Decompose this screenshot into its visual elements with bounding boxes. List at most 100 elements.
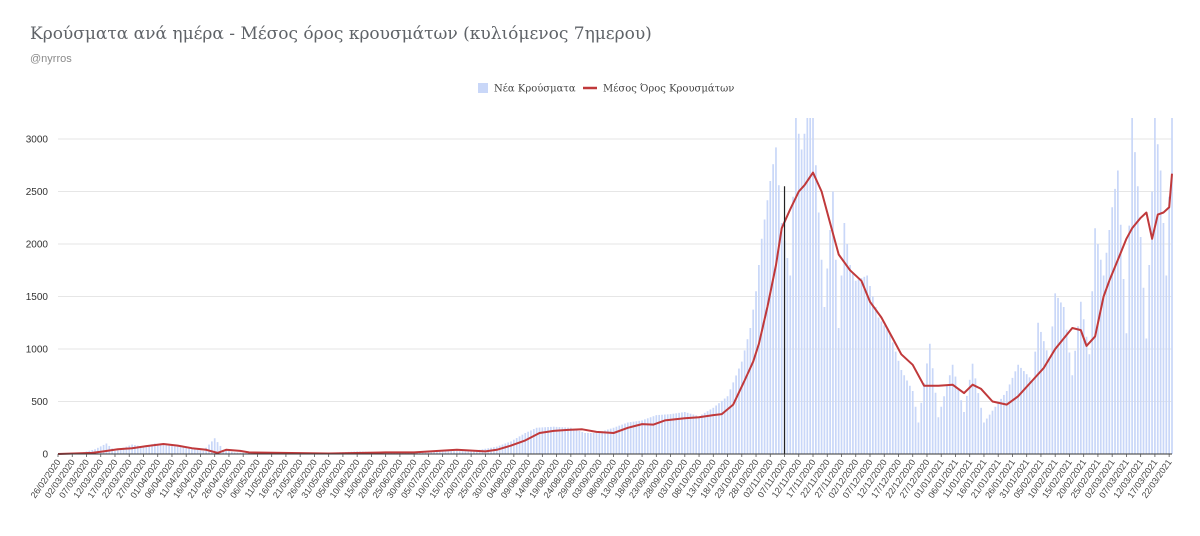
bar	[866, 275, 868, 454]
bar	[1159, 170, 1162, 454]
bar	[638, 420, 641, 454]
bar	[615, 426, 618, 454]
bar	[646, 418, 649, 454]
bar	[817, 212, 820, 454]
bar	[1077, 326, 1079, 454]
bar	[1014, 371, 1017, 454]
bar	[1008, 384, 1011, 454]
bar	[926, 363, 928, 454]
bar	[518, 436, 521, 454]
bar	[544, 427, 547, 454]
bar	[1165, 275, 1168, 454]
bar	[766, 200, 769, 454]
bar	[815, 165, 817, 454]
bar	[1088, 354, 1091, 454]
bar	[746, 339, 749, 454]
bar	[920, 402, 923, 454]
bar	[501, 444, 504, 454]
bar	[712, 407, 715, 454]
bar	[1094, 228, 1096, 454]
bar	[250, 452, 253, 454]
bar	[427, 451, 430, 455]
bar	[1031, 380, 1034, 454]
bar	[216, 442, 219, 454]
bar	[760, 238, 763, 454]
bar	[1131, 118, 1133, 454]
bar	[222, 449, 225, 454]
bar	[598, 432, 601, 455]
bar	[871, 296, 874, 454]
bar	[541, 427, 544, 454]
bar	[188, 448, 190, 454]
bar	[228, 451, 230, 454]
bar	[977, 393, 980, 454]
bar	[854, 280, 857, 454]
bar	[1000, 398, 1002, 455]
bar	[444, 450, 447, 454]
bar	[886, 329, 888, 454]
bar	[1117, 170, 1119, 454]
bar	[820, 259, 823, 454]
bar	[441, 450, 444, 454]
bar	[954, 376, 957, 454]
bar	[735, 375, 737, 454]
bar	[843, 223, 846, 454]
bar	[889, 333, 891, 454]
bar	[97, 447, 99, 454]
bar	[1125, 333, 1128, 454]
bar	[105, 443, 108, 454]
bar	[467, 451, 470, 454]
bar	[749, 328, 752, 454]
bar	[752, 309, 755, 455]
bar	[672, 413, 675, 454]
bar	[758, 265, 760, 454]
bar	[692, 414, 695, 454]
legend-swatch-bars	[478, 83, 488, 93]
bar	[900, 370, 903, 454]
bar	[1062, 307, 1065, 454]
bar	[629, 422, 632, 454]
bar	[464, 451, 467, 454]
bar	[715, 405, 717, 454]
bar	[698, 416, 700, 454]
grid-lines	[58, 138, 1172, 402]
bar	[652, 416, 655, 454]
bar	[834, 259, 837, 454]
bar	[966, 395, 968, 454]
bar	[1060, 302, 1062, 454]
bar	[983, 422, 985, 454]
bar	[433, 451, 435, 454]
bar	[159, 444, 162, 454]
bar	[607, 429, 609, 454]
bar	[624, 423, 626, 454]
bar	[134, 445, 136, 454]
bar	[641, 420, 643, 454]
bar	[755, 291, 757, 454]
bar	[800, 149, 803, 454]
bar	[515, 438, 518, 454]
bar	[561, 427, 564, 454]
bar	[578, 430, 581, 454]
bar	[581, 431, 584, 454]
bar	[1134, 152, 1136, 455]
bar	[575, 429, 578, 454]
bar	[447, 450, 450, 454]
bar	[911, 391, 914, 454]
bar	[1145, 338, 1148, 454]
bar	[1085, 336, 1088, 454]
bar	[456, 451, 458, 454]
bar	[119, 448, 122, 454]
bar	[165, 445, 168, 454]
bar	[775, 147, 777, 454]
bar	[1079, 301, 1082, 454]
bar	[1020, 367, 1022, 454]
bar	[99, 446, 102, 454]
bar	[832, 191, 834, 454]
chart-title: Κρούσματα ανά ημέρα - Μέσος όρος κρουσμά…	[30, 24, 652, 44]
bar	[720, 400, 723, 454]
bar	[1097, 244, 1099, 454]
bar	[894, 351, 897, 455]
bar	[139, 446, 142, 455]
y-tick-label: 2000	[26, 240, 49, 251]
bar	[809, 118, 812, 454]
